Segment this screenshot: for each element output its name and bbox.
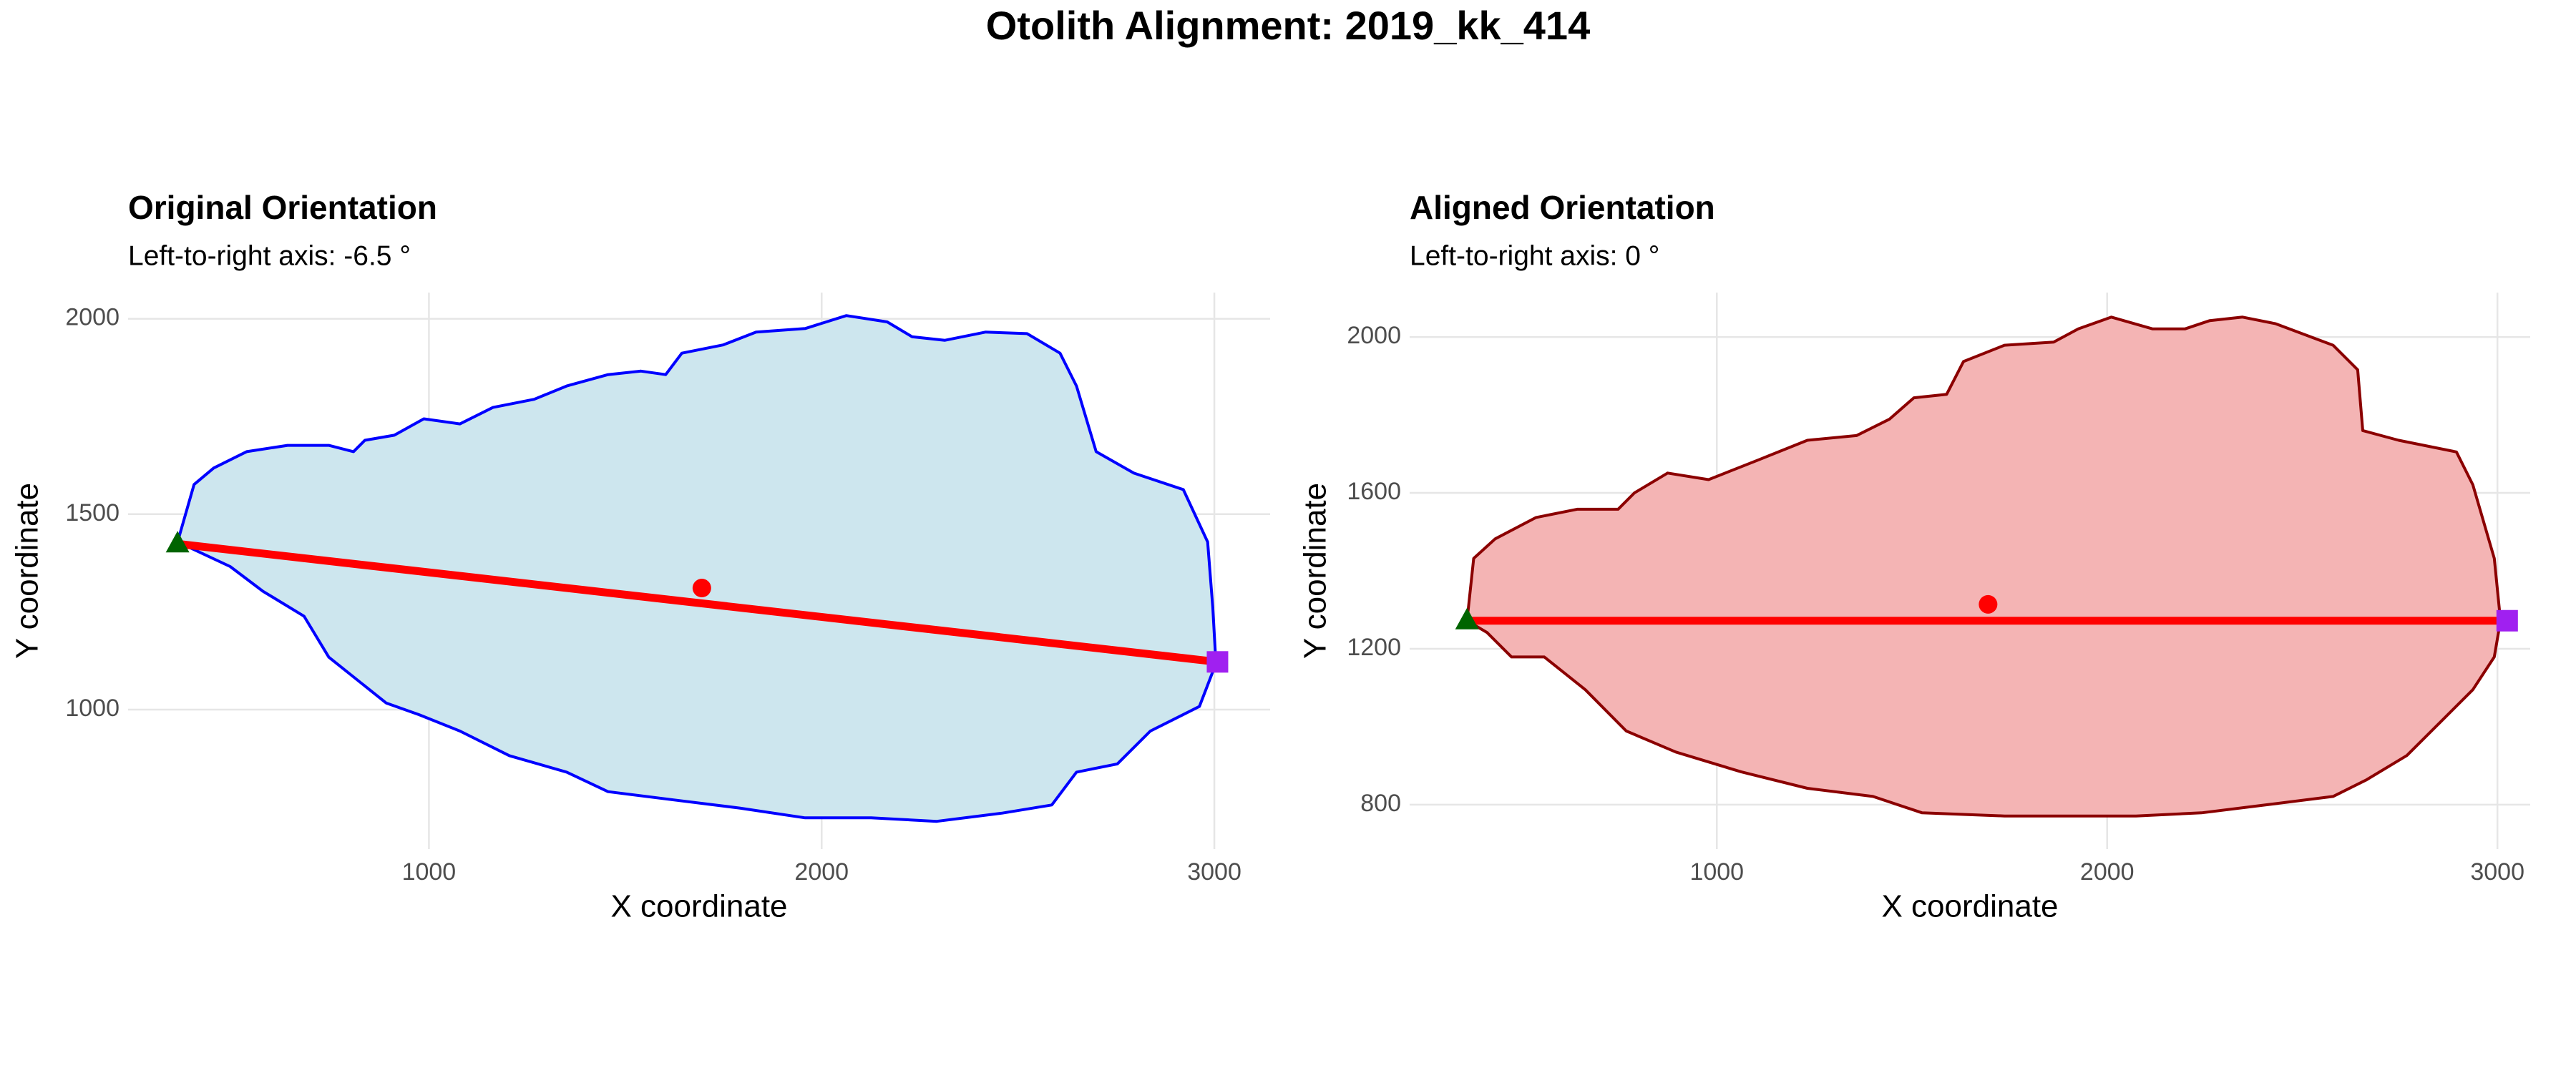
panel: Original Orientation Left-to-right axis: … bbox=[10, 189, 1270, 924]
y-tick-label: 1500 bbox=[65, 499, 119, 526]
panel: Aligned Orientation Left-to-right axis: 0… bbox=[1298, 189, 2530, 924]
x-axis-label: X coordinate bbox=[610, 889, 787, 924]
x-tick-label: 3000 bbox=[2470, 858, 2524, 886]
centroid bbox=[1979, 594, 1998, 614]
left-landmark bbox=[165, 531, 190, 553]
otolith-outline bbox=[1465, 315, 2502, 818]
y-tick-label: 1000 bbox=[65, 695, 119, 722]
y-tick-label: 1200 bbox=[1347, 634, 1401, 661]
right-landmark bbox=[2496, 609, 2518, 632]
y-tick-label: 1600 bbox=[1347, 478, 1401, 505]
axis-line bbox=[177, 539, 1219, 666]
y-tick-label: 2000 bbox=[1347, 322, 1401, 349]
otolith-outline bbox=[176, 314, 1218, 823]
x-tick-label: 1000 bbox=[1689, 858, 1744, 886]
panel-title: Aligned Orientation bbox=[1410, 189, 1715, 226]
y-axis-label: Y coordinate bbox=[1298, 483, 1333, 659]
panel-subtitle: Left-to-right axis: 0 ° bbox=[1410, 240, 1659, 271]
figure-title: Otolith Alignment: 2019_kk_414 bbox=[986, 3, 1590, 48]
x-axis-label: X coordinate bbox=[1881, 889, 2058, 924]
left-landmark bbox=[1455, 607, 1479, 629]
y-axis-label: Y coordinate bbox=[10, 483, 45, 659]
y-tick-label: 800 bbox=[1360, 790, 1401, 817]
y-tick-label: 2000 bbox=[65, 304, 119, 331]
panel-subtitle: Left-to-right axis: -6.5 ° bbox=[128, 240, 411, 271]
x-tick-label: 2000 bbox=[794, 858, 849, 886]
right-landmark bbox=[1206, 651, 1229, 673]
centroid bbox=[692, 579, 711, 598]
x-tick-label: 1000 bbox=[402, 858, 457, 886]
x-tick-label: 3000 bbox=[1187, 858, 1241, 886]
x-tick-label: 2000 bbox=[2080, 858, 2135, 886]
panel-title: Original Orientation bbox=[128, 189, 437, 226]
